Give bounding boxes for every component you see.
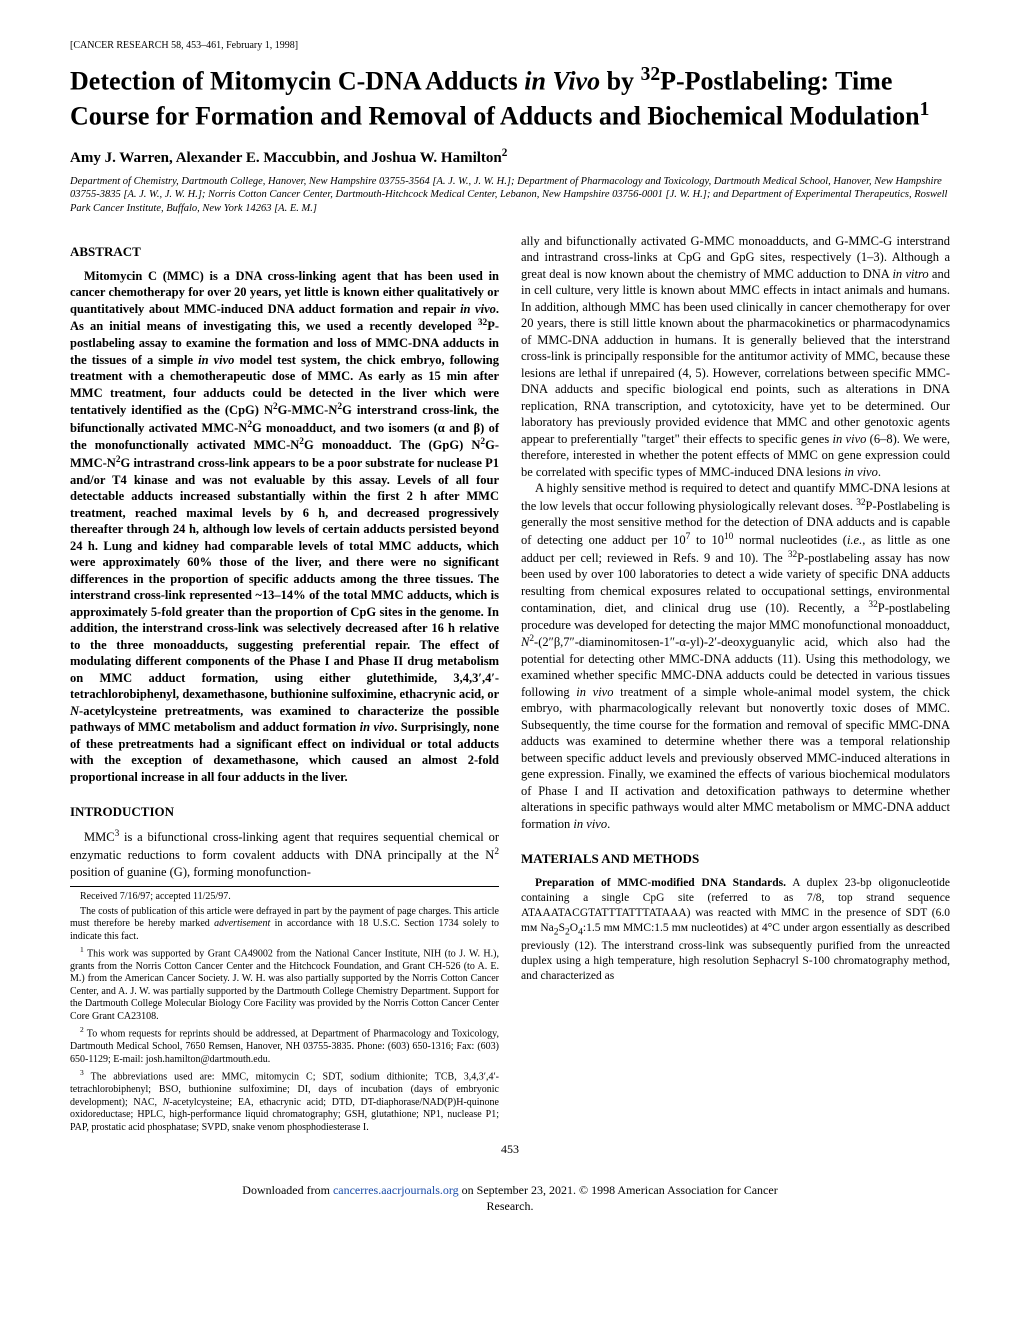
download-note: Downloaded from cancerres.aacrjournals.o… [70,1183,950,1214]
page-number: 453 [70,1142,950,1157]
abstract-body: Mitomycin C (MMC) is a DNA cross-linking… [70,268,499,785]
footnote-3: 3 The abbreviations used are: MMC, mitom… [70,1068,499,1134]
methods-para: Preparation of MMC-modified DNA Standard… [521,876,950,985]
footnotes: Received 7/16/97; accepted 11/25/97. The… [70,886,499,1134]
methods-heading: MATERIALS AND METHODS [521,850,950,867]
affiliations: Department of Chemistry, Dartmouth Colle… [70,175,950,214]
two-column-layout: ABSTRACT Mitomycin C (MMC) is a DNA cros… [70,233,950,1136]
footnote-received: Received 7/16/97; accepted 11/25/97. [70,891,499,904]
introduction-heading: INTRODUCTION [70,803,499,820]
footnote-costs: The costs of publication of this article… [70,906,499,944]
intro-right-para-2: A highly sensitive method is required to… [521,480,950,832]
intro-left-para: MMC3 is a bifunctional cross-linking age… [70,828,499,880]
journal-header: [CANCER RESEARCH 58, 453–461, February 1… [70,40,950,51]
intro-right-para-1: ally and bifunctionally activated G-MMC … [521,233,950,481]
left-column: ABSTRACT Mitomycin C (MMC) is a DNA cros… [70,233,499,1136]
abstract-heading: ABSTRACT [70,243,499,260]
article-title: Detection of Mitomycin C-DNA Adducts in … [70,63,950,133]
authors: Amy J. Warren, Alexander E. Maccubbin, a… [70,147,950,167]
right-column: ally and bifunctionally activated G-MMC … [521,233,950,1136]
footnote-2: 2 To whom requests for reprints should b… [70,1025,499,1066]
footnote-1: 1 This work was supported by Grant CA490… [70,945,499,1023]
